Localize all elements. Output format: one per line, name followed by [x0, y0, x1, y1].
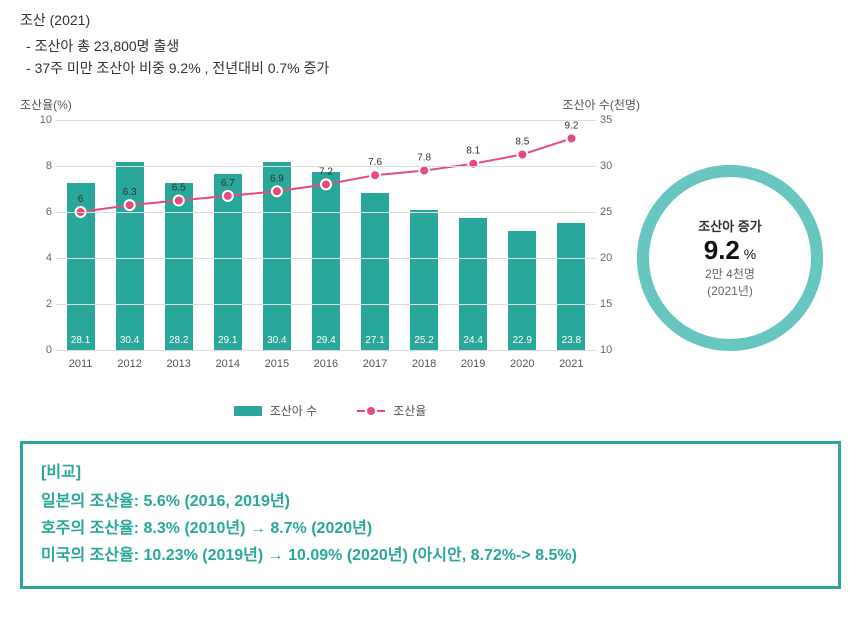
- xtick: 2016: [306, 358, 346, 370]
- line-overlay: 66.36.56.76.97.27.67.88.18.59.2: [56, 120, 596, 350]
- line-value-label: 6.3: [123, 187, 137, 198]
- compare-title: [비교]: [41, 458, 820, 482]
- grid-line: [56, 350, 596, 351]
- line-marker: [125, 200, 135, 210]
- badge-unit: %: [740, 246, 756, 262]
- bar-swatch: [234, 406, 262, 416]
- ytick-right: 15: [600, 298, 624, 310]
- xtick: 2011: [61, 358, 101, 370]
- grid-line: [56, 304, 596, 305]
- xtick: 2012: [110, 358, 150, 370]
- xtick: 2021: [551, 358, 591, 370]
- line-value-label: 6.9: [270, 173, 284, 184]
- header-bullets: 조산아 총 23,800명 출생 37주 미만 조산아 비중 9.2% , 전년…: [20, 36, 841, 78]
- line-value-label: 7.8: [417, 153, 431, 164]
- ytick-right: 25: [600, 206, 624, 218]
- line-marker: [566, 133, 576, 143]
- header-title: 조산 (2021): [20, 10, 841, 30]
- compare-line: 미국의 조산율: 10.23% (2019년) → 10.09% (2020년)…: [41, 542, 820, 569]
- line-swatch: [357, 410, 385, 412]
- grid-line: [56, 258, 596, 259]
- chart-column: 조산율(%) 조산아 수(천명) 28.1201130.4201228.2201…: [20, 96, 640, 419]
- header-bullet: 37주 미만 조산아 비중 9.2% , 전년대비 0.7% 증가: [26, 58, 841, 78]
- xtick: 2020: [502, 358, 542, 370]
- legend-item-line: 조산율: [357, 402, 426, 419]
- summary-badge-wrap: 조산아 증가 9.2 % 2만 4천명 (2021년): [640, 183, 820, 333]
- line-marker: [419, 166, 429, 176]
- summary-badge: 조산아 증가 9.2 % 2만 4천명 (2021년): [655, 183, 805, 333]
- legend-line-label: 조산율: [393, 402, 426, 419]
- grid-line: [56, 212, 596, 213]
- header: 조산 (2021) 조산아 총 23,800명 출생 37주 미만 조산아 비중…: [20, 10, 841, 78]
- ytick-right: 20: [600, 252, 624, 264]
- grid-line: [56, 120, 596, 121]
- badge-sub: 2만 4천명 (2021년): [705, 266, 755, 300]
- left-axis-label: 조산율(%): [20, 96, 72, 113]
- ytick-right: 10: [600, 344, 624, 356]
- line-value-label: 7.2: [319, 166, 333, 177]
- xtick: 2019: [453, 358, 493, 370]
- ytick-left: 6: [28, 206, 52, 218]
- ytick-left: 0: [28, 344, 52, 356]
- xtick: 2018: [404, 358, 444, 370]
- badge-title: 조산아 증가: [698, 216, 761, 235]
- main-row: 조산율(%) 조산아 수(천명) 28.1201130.4201228.2201…: [20, 96, 841, 419]
- line-marker: [272, 186, 282, 196]
- line-value-label: 6.5: [172, 183, 186, 194]
- plot-area: 28.1201130.4201228.2201329.1201430.42015…: [56, 120, 596, 350]
- ytick-right: 30: [600, 160, 624, 172]
- ytick-right: 35: [600, 114, 624, 126]
- line-value-label: 6.7: [221, 178, 235, 189]
- line-marker: [321, 179, 331, 189]
- ytick-left: 2: [28, 298, 52, 310]
- xtick: 2014: [208, 358, 248, 370]
- compare-line: 호주의 조산율: 8.3% (2010년) → 8.7% (2020년): [41, 515, 820, 542]
- xtick: 2017: [355, 358, 395, 370]
- badge-sub1: 2만 4천명: [705, 267, 755, 281]
- badge-value: 9.2 %: [704, 235, 757, 266]
- line-value-label: 9.2: [565, 120, 579, 131]
- compare-box: [비교] 일본의 조산율: 5.6% (2016, 2019년) 호주의 조산율…: [20, 441, 841, 589]
- grid-line: [56, 166, 596, 167]
- legend: 조산아 수 조산율: [20, 402, 640, 419]
- ytick-left: 8: [28, 160, 52, 172]
- line-marker: [174, 196, 184, 206]
- badge-value-number: 9.2: [704, 235, 740, 265]
- line-value-label: 6: [78, 194, 84, 205]
- header-bullet: 조산아 총 23,800명 출생: [26, 36, 841, 56]
- line-value-label: 8.5: [515, 137, 529, 148]
- xtick: 2015: [257, 358, 297, 370]
- line-marker: [370, 170, 380, 180]
- line-value-label: 8.1: [466, 146, 480, 157]
- compare-line: 일본의 조산율: 5.6% (2016, 2019년): [41, 488, 820, 515]
- ytick-left: 10: [28, 114, 52, 126]
- ytick-left: 4: [28, 252, 52, 264]
- legend-bar-label: 조산아 수: [270, 402, 318, 419]
- right-axis-label: 조산아 수(천명): [562, 96, 640, 113]
- line-marker: [468, 159, 478, 169]
- chart: 조산율(%) 조산아 수(천명) 28.1201130.4201228.2201…: [20, 96, 640, 386]
- xtick: 2013: [159, 358, 199, 370]
- badge-sub2: (2021년): [707, 284, 753, 298]
- legend-item-bar: 조산아 수: [234, 402, 318, 419]
- line-marker: [223, 191, 233, 201]
- line-marker: [517, 150, 527, 160]
